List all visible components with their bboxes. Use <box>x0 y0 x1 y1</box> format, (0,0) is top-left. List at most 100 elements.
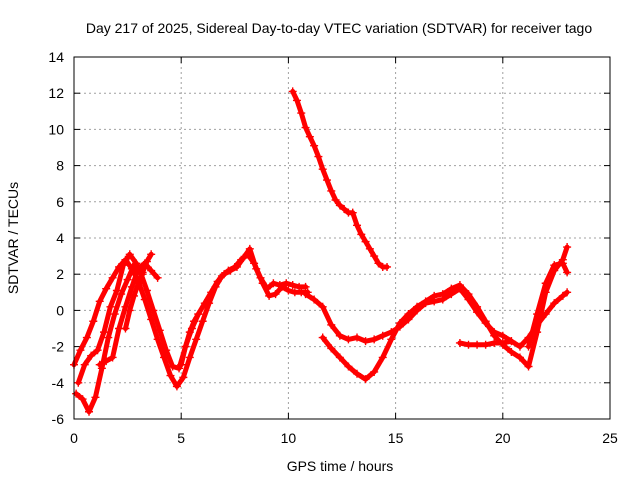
data-point-marker <box>138 268 147 277</box>
y-tick-label: 2 <box>56 266 64 282</box>
data-point-marker <box>430 291 439 300</box>
data-point-marker <box>85 407 94 416</box>
data-point-marker <box>194 310 203 319</box>
data-point-marker <box>404 310 413 319</box>
series-arc-11 <box>524 259 572 351</box>
data-point-marker <box>284 286 293 295</box>
data-point-marker <box>125 306 134 315</box>
data-point-marker <box>142 257 151 266</box>
data-point-marker <box>185 328 194 337</box>
data-point-marker <box>498 338 507 347</box>
x-tick-labels: 0 5 10 15 20 25 <box>70 430 618 446</box>
data-point-marker <box>550 261 559 270</box>
data-point-marker <box>383 262 392 271</box>
data-point-marker <box>76 346 85 355</box>
data-point-marker <box>121 324 130 333</box>
data-point-marker <box>117 290 126 299</box>
data-point-marker <box>74 378 83 387</box>
data-point-marker <box>179 373 188 382</box>
data-point-marker <box>245 244 254 253</box>
data-point-marker <box>232 262 241 271</box>
data-point-marker <box>335 331 344 340</box>
data-point-marker <box>95 360 104 369</box>
data-point-marker <box>370 367 379 376</box>
data-point-marker <box>108 273 117 282</box>
x-tick-label: 25 <box>602 430 618 446</box>
data-point-marker <box>370 252 379 261</box>
data-point-marker <box>112 286 121 295</box>
series-trace <box>97 260 161 368</box>
data-point-marker <box>155 326 164 335</box>
data-point-marker <box>106 302 115 311</box>
data-point-marker <box>378 353 387 362</box>
x-tick-label: 10 <box>281 430 297 446</box>
data-point-marker <box>102 284 111 293</box>
data-point-marker <box>102 357 111 366</box>
data-point-marker <box>258 279 267 288</box>
data-point-marker <box>507 348 516 357</box>
data-point-marker <box>395 319 404 328</box>
data-point-marker <box>110 310 119 319</box>
data-point-marker <box>252 264 261 273</box>
data-point-marker <box>331 195 340 204</box>
x-tick-label: 15 <box>388 430 404 446</box>
data-point-marker <box>310 295 319 304</box>
data-point-marker <box>318 302 327 311</box>
data-point-marker <box>301 282 310 291</box>
data-point-marker <box>524 362 533 371</box>
y-tick-label: 14 <box>48 49 64 65</box>
data-point-marker <box>288 281 297 290</box>
y-tick-label: 8 <box>56 158 64 174</box>
data-point-marker <box>361 237 370 246</box>
data-point-marker <box>271 290 280 299</box>
data-point-marker <box>292 96 301 105</box>
data-point-marker <box>318 165 327 174</box>
data-point-marker <box>198 317 207 326</box>
x-axis-title: GPS time / hours <box>287 458 394 474</box>
data-point-marker <box>78 395 87 404</box>
data-point-marker <box>421 297 430 306</box>
data-point-marker <box>149 306 158 315</box>
data-point-marker <box>82 333 91 342</box>
data-point-marker <box>335 353 344 362</box>
data-point-marker <box>353 369 362 378</box>
data-point-marker <box>87 351 96 360</box>
data-point-marker <box>464 290 473 299</box>
data-point-marker <box>72 389 81 398</box>
data-point-marker <box>455 281 464 290</box>
series-arc-7 <box>288 87 392 271</box>
data-point-marker <box>481 340 490 349</box>
data-point-marker <box>318 333 327 342</box>
data-point-marker <box>185 353 194 362</box>
series-trace <box>320 244 570 382</box>
data-point-marker <box>213 277 222 286</box>
data-point-marker <box>314 152 323 161</box>
y-tick-label: 10 <box>48 121 64 137</box>
data-point-marker <box>265 291 274 300</box>
data-point-marker <box>226 266 235 275</box>
data-point-marker <box>464 340 473 349</box>
data-point-marker <box>515 353 524 362</box>
data-point-marker <box>121 302 130 311</box>
data-point-marker <box>370 335 379 344</box>
data-point-marker <box>277 282 286 291</box>
data-point-marker <box>374 259 383 268</box>
data-point-marker <box>288 87 297 96</box>
x-tick-label: 0 <box>70 430 78 446</box>
data-point-marker <box>327 320 336 329</box>
data-point-marker <box>438 290 447 299</box>
plot-frame <box>73 56 611 420</box>
data-point-marker <box>80 360 89 369</box>
data-point-marker <box>282 279 291 288</box>
series-arc-9 <box>318 243 572 384</box>
data-point-marker <box>100 328 109 337</box>
series-arc-5 <box>121 250 156 333</box>
data-point-marker <box>365 244 374 253</box>
data-point-marker <box>147 250 156 259</box>
data-point-marker <box>515 342 524 351</box>
data-point-marker <box>125 250 134 259</box>
data-point-marker <box>93 346 102 355</box>
series-arc-6 <box>177 310 203 369</box>
